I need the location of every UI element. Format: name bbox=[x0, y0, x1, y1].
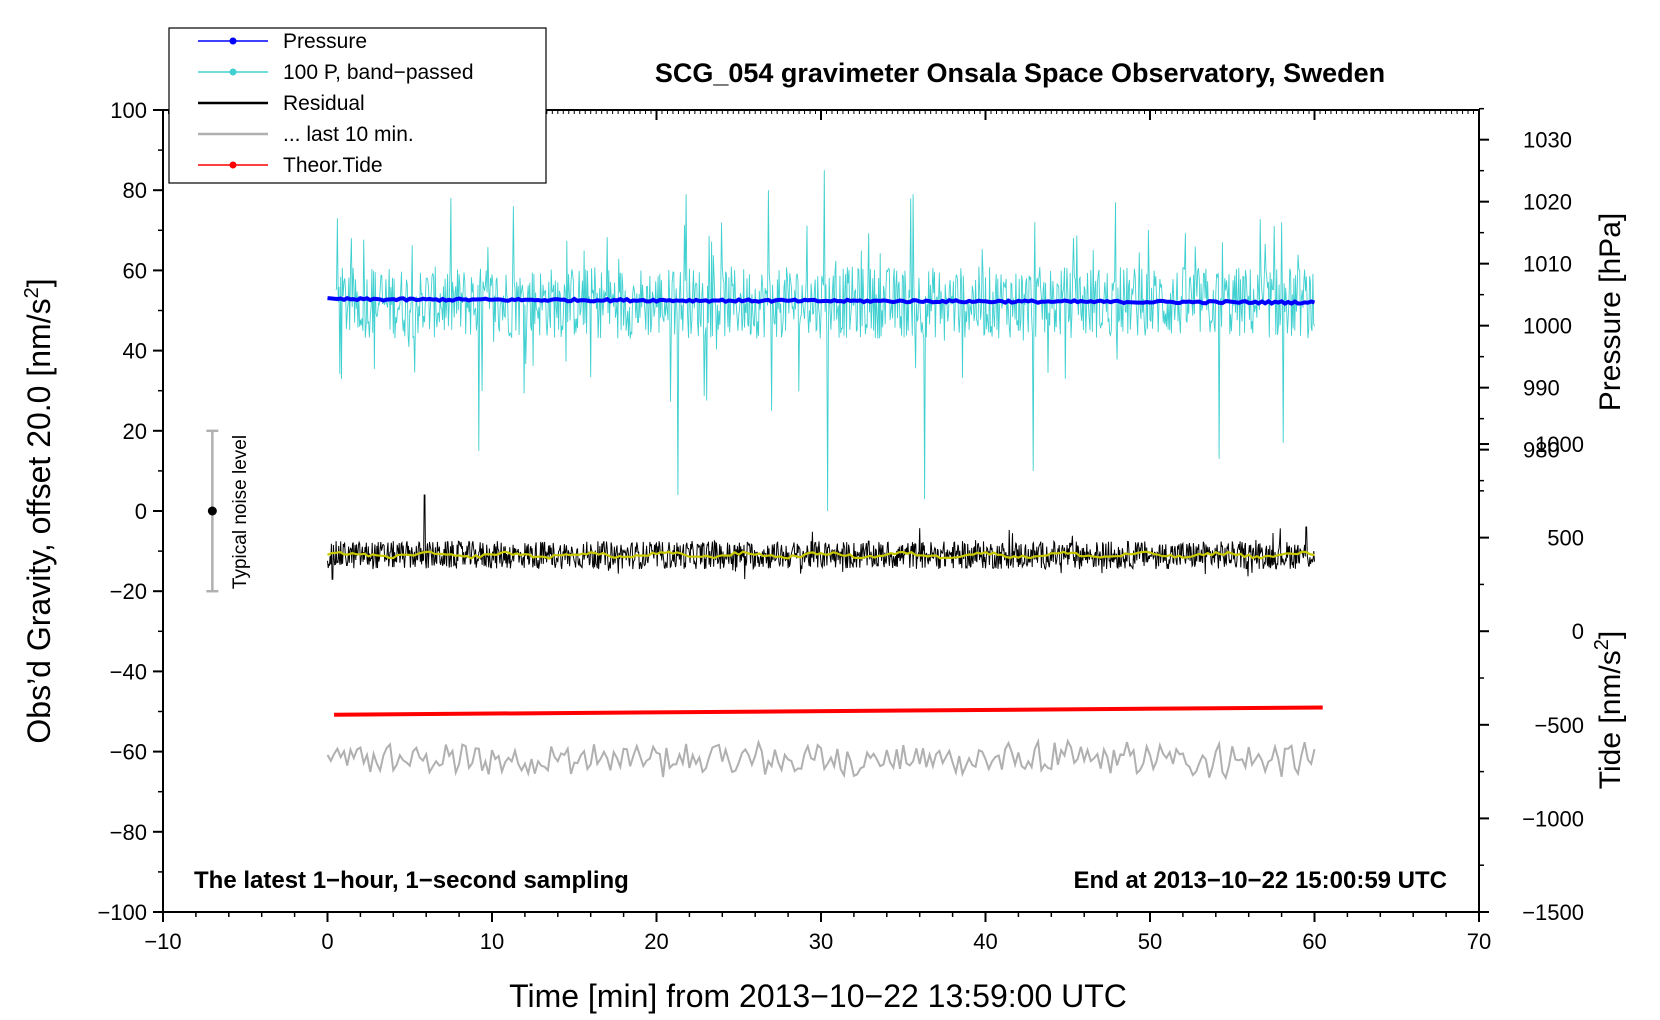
y-tick-label: 100 bbox=[110, 98, 147, 123]
y-axis-title-pressure: Pressure [hPa] bbox=[1594, 213, 1627, 411]
legend: Pressure 100 P, band−passed Residual ... la… bbox=[168, 27, 547, 184]
x-tick-label: −10 bbox=[144, 929, 181, 954]
legend-label: Residual bbox=[283, 92, 365, 115]
x-tick-label: 0 bbox=[321, 929, 333, 954]
y-tick-label: 40 bbox=[123, 339, 147, 364]
y-tick-label: −100 bbox=[97, 900, 147, 925]
x-tick-label: 50 bbox=[1138, 929, 1162, 954]
x-tick-label: 40 bbox=[973, 929, 997, 954]
pressure-tick-label: 1010 bbox=[1523, 252, 1572, 277]
pressure-tick-label: 1020 bbox=[1523, 190, 1572, 215]
series-last-10-min bbox=[326, 737, 1316, 781]
legend-label: Theor.Tide bbox=[283, 154, 383, 177]
chart-title: SCG_054 gravimeter Onsala Space Observat… bbox=[655, 58, 1385, 88]
tide-tick-label: −500 bbox=[1534, 713, 1584, 738]
x-tick-label: 60 bbox=[1302, 929, 1326, 954]
noise-level-indicator bbox=[206, 429, 219, 593]
x-tick-label: 70 bbox=[1467, 929, 1491, 954]
pressure-tick-label: 1030 bbox=[1523, 128, 1572, 153]
series-residual-smoothed bbox=[327, 550, 1315, 560]
y-tick-label: −40 bbox=[110, 659, 147, 684]
y-axis-title-left: Obs’d Gravity, offset 20.0 [nm/s2] bbox=[21, 278, 57, 743]
legend-marker bbox=[229, 37, 237, 45]
series-pressure bbox=[327, 296, 1316, 306]
series-layer bbox=[326, 170, 1323, 781]
annotation-sampling: The latest 1−hour, 1−second sampling bbox=[194, 867, 629, 894]
y-tick-label: 80 bbox=[123, 178, 147, 203]
legend-label: ... last 10 min. bbox=[283, 123, 414, 146]
y-tick-label: −60 bbox=[110, 740, 147, 765]
series-theoretical-tide bbox=[334, 705, 1323, 717]
y-axis-left: −100 −80 −60 −40 −20 0 20 40 60 80 100 bbox=[97, 98, 163, 925]
y-tick-label: 60 bbox=[123, 258, 147, 283]
x-axis-title: Time [min] from 2013−10−22 13:59:00 UTC bbox=[509, 978, 1127, 1014]
tide-tick-label: 1000 bbox=[1535, 432, 1584, 457]
legend-marker bbox=[229, 68, 237, 76]
y-tick-label: −20 bbox=[110, 579, 147, 604]
series-residual bbox=[327, 494, 1315, 580]
y-axis-pressure: 980 990 1000 1010 1020 1030 bbox=[1479, 107, 1572, 482]
x-tick-label: 30 bbox=[809, 929, 833, 954]
x-tick-label: 20 bbox=[644, 929, 668, 954]
legend-label: Pressure bbox=[283, 30, 367, 53]
tide-tick-label: 0 bbox=[1572, 619, 1584, 644]
series-band-passed-pressure bbox=[335, 170, 1315, 512]
pressure-tick-label: 990 bbox=[1523, 376, 1560, 401]
legend-label: 100 P, band−passed bbox=[283, 61, 474, 84]
noise-bar-center-dot bbox=[207, 506, 217, 516]
pressure-tick-label: 980 bbox=[1523, 438, 1560, 463]
y-axis-tide: −1500 −1000 −500 0 500 1000 bbox=[1479, 432, 1584, 925]
x-axis: −10 0 10 20 30 40 50 60 70 bbox=[144, 110, 1491, 954]
legend-marker bbox=[229, 161, 237, 169]
annotation-end-time: End at 2013−10−22 15:00:59 UTC bbox=[1073, 867, 1447, 894]
y-tick-label: 20 bbox=[123, 419, 147, 444]
pressure-tick-label: 1000 bbox=[1523, 314, 1572, 339]
y-axis-title-tide: Tide [nm/s2] bbox=[1591, 631, 1627, 789]
noise-level-label: Typical noise level bbox=[230, 435, 251, 589]
x-tick-label: 10 bbox=[480, 929, 504, 954]
y-tick-label: 0 bbox=[135, 499, 147, 524]
tide-tick-label: 500 bbox=[1547, 526, 1584, 551]
tide-tick-label: −1500 bbox=[1522, 900, 1584, 925]
tide-tick-label: −1000 bbox=[1522, 806, 1584, 831]
legend-box bbox=[168, 27, 547, 184]
y-tick-label: −80 bbox=[110, 820, 147, 845]
